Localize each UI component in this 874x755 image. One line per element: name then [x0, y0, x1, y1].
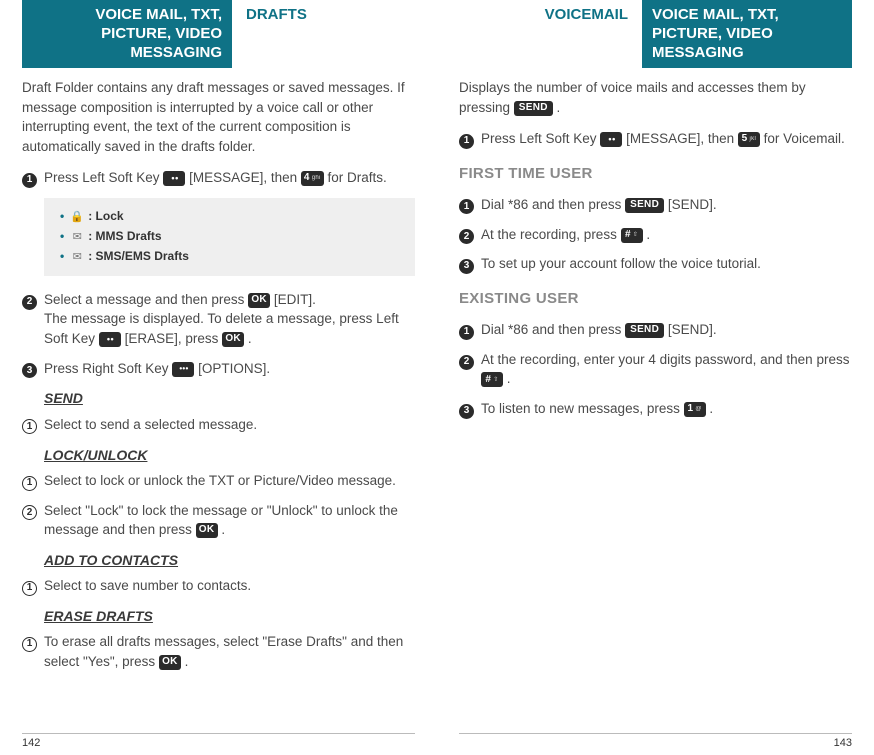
lock-step-1: 1 Select to lock or unlock the TXT or Pi…	[22, 471, 415, 491]
exist-step-2: 2 At the recording, enter your 4 digits …	[459, 350, 852, 389]
drafts-icon-legend: •🔒: Lock •✉: MMS Drafts •✉: SMS/EMS Draf…	[44, 198, 415, 276]
first-step-3: 3 To set up your account follow the voic…	[459, 254, 852, 274]
heading-lock: LOCK/UNLOCK	[44, 445, 415, 465]
first-step-2: 2 At the recording, press #⇧ .	[459, 225, 852, 245]
bullet-2-icon: 2	[22, 295, 37, 310]
ok-key-icon: OK	[159, 655, 181, 670]
exist-step-3: 3 To listen to new messages, press 1@ .	[459, 399, 852, 419]
ok-key-icon: OK	[248, 293, 270, 308]
bullet-3-icon: 3	[459, 404, 474, 419]
page-right: VOICEMAIL VOICE MAIL, TXT, PICTURE, VIDE…	[437, 0, 874, 755]
vm-step-1: 1 Press Left Soft Key [MESSAGE], then 5j…	[459, 129, 852, 149]
send-key-icon: SEND	[625, 323, 664, 338]
right-soft-key-icon	[172, 362, 194, 377]
erase-step-1: 1 To erase all drafts messages, select "…	[22, 632, 415, 671]
lock-icon: 🔒	[70, 210, 84, 226]
heading-add: ADD TO CONTACTS	[44, 550, 415, 570]
outline-1-icon: 1	[22, 476, 37, 491]
chapter-tab-right: VOICE MAIL, TXT, PICTURE, VIDEO MESSAGIN…	[642, 0, 852, 68]
intro-right: Displays the number of voice mails and a…	[459, 78, 852, 117]
bullet-1-icon: 1	[459, 199, 474, 214]
key-5-icon: 5jkl	[738, 132, 760, 147]
ok-key-icon: OK	[196, 523, 218, 538]
hash-key-icon: #⇧	[481, 372, 503, 387]
outline-2-icon: 2	[22, 505, 37, 520]
step-3: 3 Press Right Soft Key [OPTIONS].	[22, 359, 415, 379]
bullet-1-icon: 1	[22, 173, 37, 188]
bullet-2-icon: 2	[459, 355, 474, 370]
step-2: 2 Select a message and then press OK [ED…	[22, 290, 415, 349]
sms-icon: ✉	[70, 250, 84, 266]
chapter-tab-left: VOICE MAIL, TXT, PICTURE, VIDEO MESSAGIN…	[22, 0, 232, 68]
outline-1-icon: 1	[22, 637, 37, 652]
header-left: VOICE MAIL, TXT, PICTURE, VIDEO MESSAGIN…	[22, 0, 415, 48]
bullet-2-icon: 2	[459, 229, 474, 244]
outline-1-icon: 1	[22, 581, 37, 596]
send-key-icon: SEND	[514, 101, 553, 116]
intro-text: Draft Folder contains any draft messages…	[22, 78, 415, 156]
send-key-icon: SEND	[625, 198, 664, 213]
add-step-1: 1 Select to save number to contacts.	[22, 576, 415, 596]
first-step-1: 1 Dial *86 and then press SEND [SEND].	[459, 195, 852, 215]
content-right: Displays the number of voice mails and a…	[459, 78, 852, 755]
heading-send: SEND	[44, 388, 415, 408]
heading-existing: EXISTING USER	[459, 288, 852, 310]
header-right: VOICEMAIL VOICE MAIL, TXT, PICTURE, VIDE…	[459, 0, 852, 48]
key-4-icon: 4ghi	[301, 171, 324, 186]
left-soft-key-icon	[99, 332, 121, 347]
exist-step-1: 1 Dial *86 and then press SEND [SEND].	[459, 320, 852, 340]
page-number-right: 143	[459, 733, 852, 749]
heading-erase: ERASE DRAFTS	[44, 606, 415, 626]
send-step-1: 1 Select to send a selected message.	[22, 415, 415, 435]
lock-step-2: 2 Select "Lock" to lock the message or "…	[22, 501, 415, 540]
heading-first-time: FIRST TIME USER	[459, 163, 852, 185]
outline-1-icon: 1	[22, 419, 37, 434]
left-soft-key-icon	[163, 171, 185, 186]
ok-key-icon: OK	[222, 332, 244, 347]
page-number-left: 142	[22, 733, 415, 749]
key-1-icon: 1@	[684, 402, 706, 417]
bullet-3-icon: 3	[22, 363, 37, 378]
page-left: VOICE MAIL, TXT, PICTURE, VIDEO MESSAGIN…	[0, 0, 437, 755]
step-1: 1 Press Left Soft Key [MESSAGE], then 4g…	[22, 168, 415, 188]
content-left: Draft Folder contains any draft messages…	[22, 78, 415, 755]
section-title-drafts: DRAFTS	[246, 0, 307, 23]
bullet-1-icon: 1	[459, 134, 474, 149]
left-soft-key-icon	[600, 132, 622, 147]
bullet-3-icon: 3	[459, 259, 474, 274]
hash-key-icon: #⇧	[621, 228, 643, 243]
section-title-voicemail: VOICEMAIL	[459, 0, 628, 23]
mms-icon: ✉	[70, 230, 84, 246]
bullet-1-icon: 1	[459, 325, 474, 340]
